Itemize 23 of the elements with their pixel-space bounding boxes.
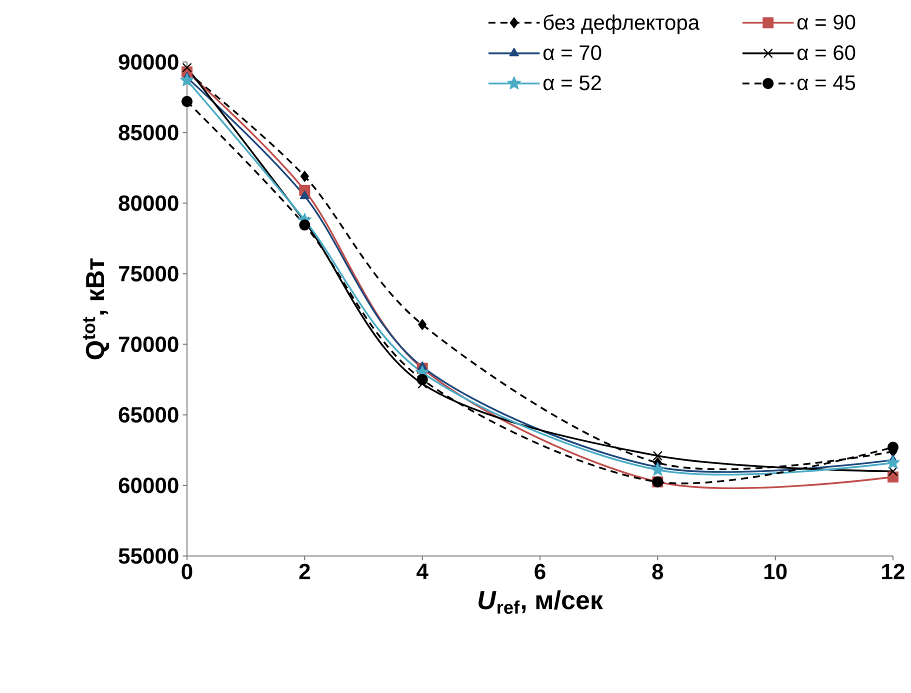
x-tick-label: 6 xyxy=(534,564,546,580)
y-tick-label: 65000 xyxy=(118,407,178,423)
y-tick-label: 70000 xyxy=(118,336,178,352)
y-tick-label: 75000 xyxy=(118,266,178,282)
y-axis-title: Q$^{tot}$, кВт xyxy=(83,258,110,360)
x-tick-label: 2 xyxy=(299,564,310,580)
y-tick-label: 90000 xyxy=(118,54,178,70)
legend-label: без дефлектора xyxy=(544,14,700,34)
legend-label: α = 45 xyxy=(797,76,856,90)
x-tick-label: 10 xyxy=(764,564,787,580)
legend-label: α = 90 xyxy=(797,14,856,30)
y-tick-label: 85000 xyxy=(118,124,178,140)
x-tick-label: 12 xyxy=(882,564,904,580)
x-axis-title: U$_{ref}$, м/сек xyxy=(478,590,603,614)
legend-label: α = 60 xyxy=(797,45,856,60)
y-tick-label: 55000 xyxy=(118,548,178,564)
legend-label: α = 52 xyxy=(543,75,601,90)
x-tick-label: 4 xyxy=(416,564,428,579)
x-tick-label: 8 xyxy=(652,564,664,580)
y-tick-label: 60000 xyxy=(118,478,178,494)
x-tick-label: 0 xyxy=(182,564,192,580)
legend-label: α = 70 xyxy=(543,45,602,60)
y-tick-label: 80000 xyxy=(118,195,178,211)
